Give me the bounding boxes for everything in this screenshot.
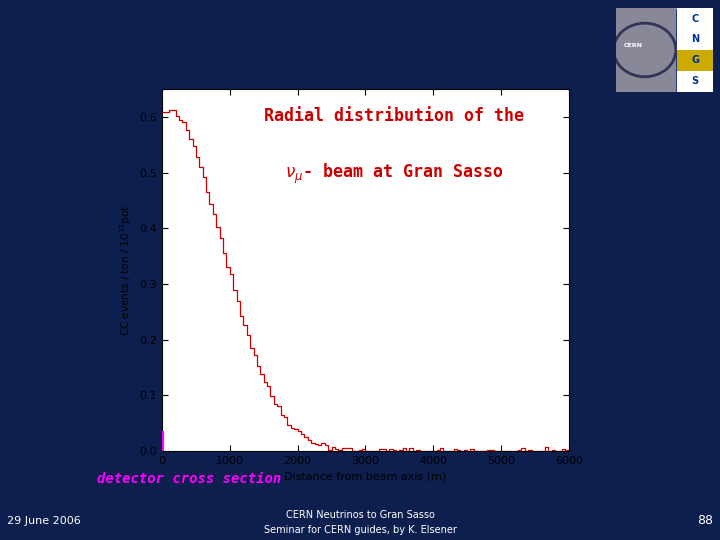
Text: G: G xyxy=(691,56,699,65)
FancyBboxPatch shape xyxy=(677,8,713,29)
FancyBboxPatch shape xyxy=(677,29,713,50)
FancyBboxPatch shape xyxy=(677,71,713,92)
Text: CERN Neutrinos to Gran Sasso: CERN Neutrinos to Gran Sasso xyxy=(286,510,434,521)
Text: 29 June 2006: 29 June 2006 xyxy=(7,516,81,526)
Text: C: C xyxy=(692,14,699,24)
FancyBboxPatch shape xyxy=(677,50,713,71)
Text: detector cross section: detector cross section xyxy=(97,472,282,487)
Text: 88: 88 xyxy=(697,514,713,527)
Y-axis label: CC events / ton / 10$^{13}$pot: CC events / ton / 10$^{13}$pot xyxy=(118,204,134,336)
FancyBboxPatch shape xyxy=(616,8,676,92)
Text: Radial distribution of the: Radial distribution of the xyxy=(264,107,524,125)
FancyBboxPatch shape xyxy=(616,8,713,92)
Text: Seminar for CERN guides, by K. Elsener: Seminar for CERN guides, by K. Elsener xyxy=(264,525,456,535)
X-axis label: Distance from beam axis (m): Distance from beam axis (m) xyxy=(284,471,446,481)
Text: $\nu_{\mu}$- beam at Gran Sasso: $\nu_{\mu}$- beam at Gran Sasso xyxy=(284,161,503,186)
Text: CERN: CERN xyxy=(624,43,642,48)
Text: S: S xyxy=(692,76,699,86)
Text: N: N xyxy=(691,35,699,44)
